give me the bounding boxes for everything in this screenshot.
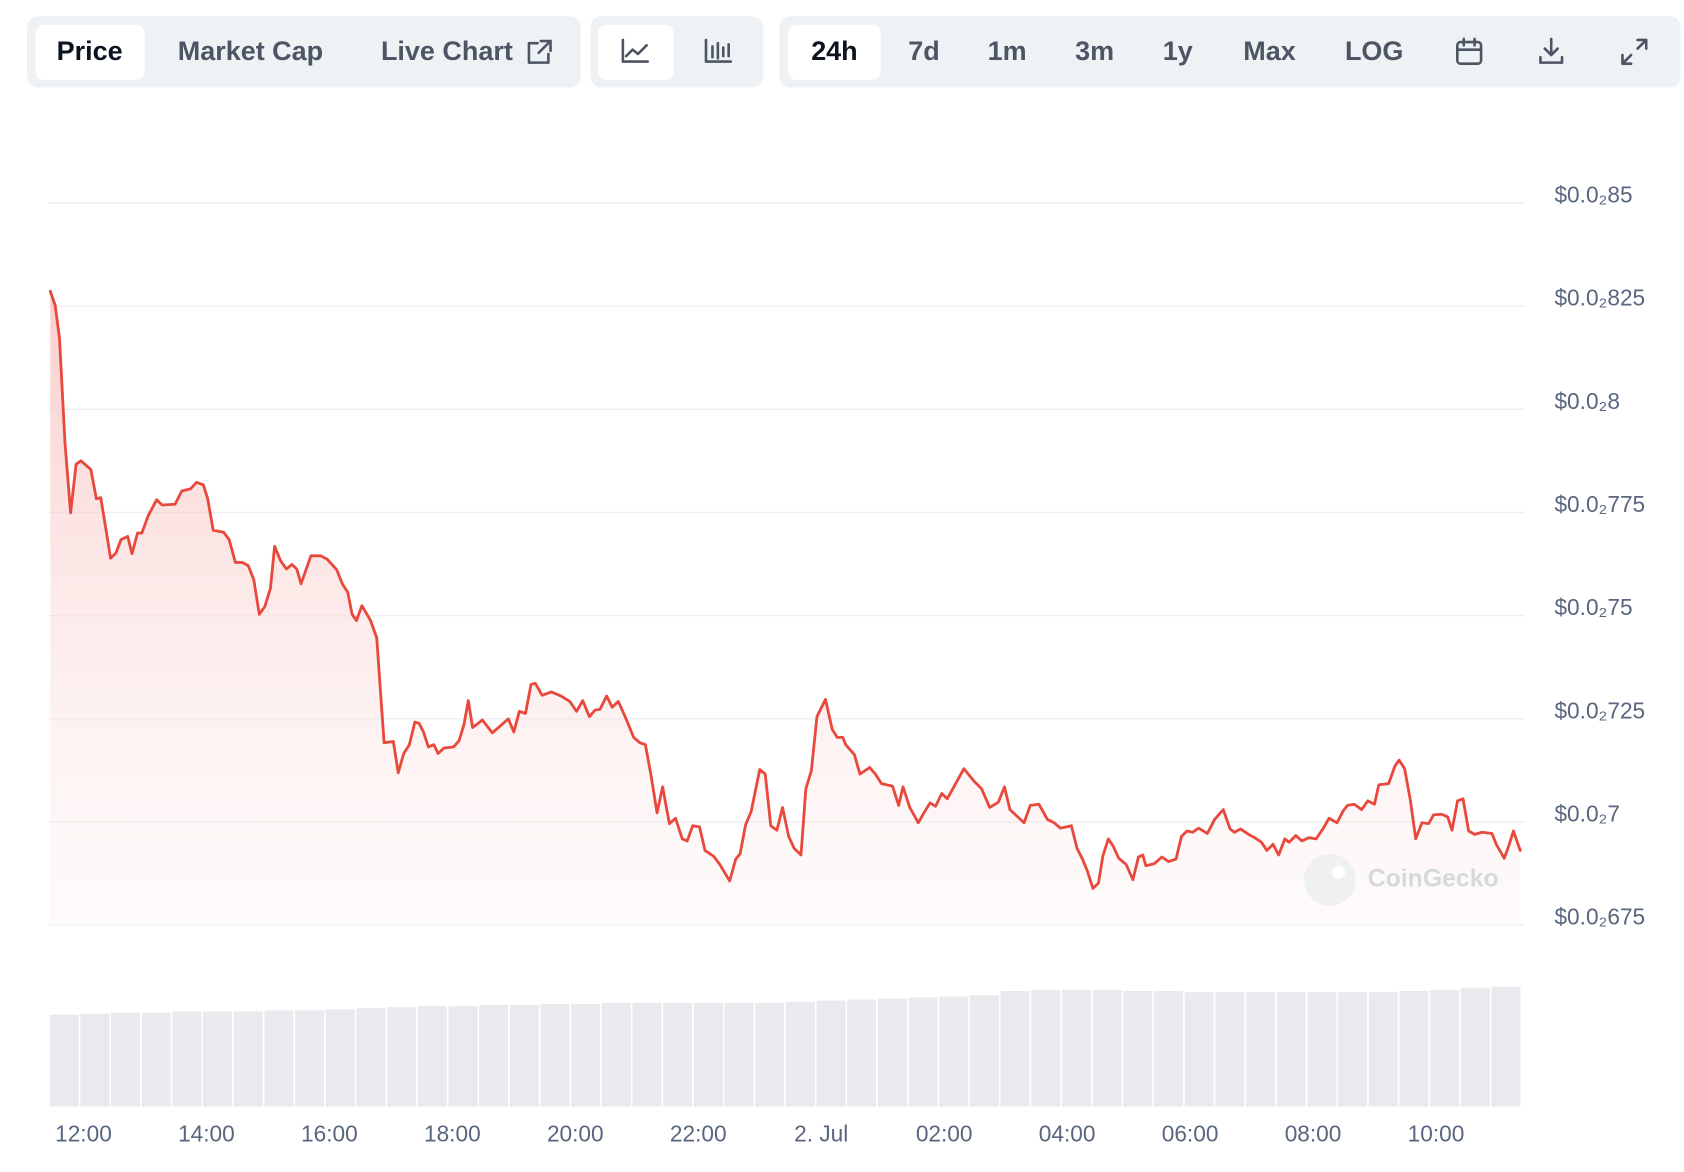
range-button[interactable]: 3m: [1075, 36, 1114, 66]
volume-bar: [1184, 992, 1214, 1107]
volume-bar: [1123, 990, 1153, 1107]
volume-bar: [387, 1007, 417, 1107]
watermark-text: CoinGecko: [1368, 865, 1499, 892]
active-tab-bg: [35, 24, 145, 80]
y-tick-label: $0.0₂85: [1554, 181, 1632, 207]
range-button[interactable]: 24h: [811, 36, 857, 66]
candlestick-icon[interactable]: [704, 38, 733, 63]
volume-bar: [172, 1011, 202, 1107]
volume-bar: [1399, 990, 1429, 1107]
volume-bar: [233, 1011, 263, 1107]
tab-group: [26, 16, 581, 88]
x-tick-label: 14:00: [178, 1121, 235, 1147]
volume-bar: [1061, 989, 1092, 1107]
x-tick-label: 10:00: [1408, 1121, 1465, 1147]
volume-bar: [111, 1012, 141, 1107]
volume-bar: [325, 1009, 355, 1107]
price-line: [48, 289, 1522, 890]
watermark-logo-eye: [1332, 865, 1346, 879]
volume-bar: [632, 1002, 662, 1107]
x-tick-label: 20:00: [547, 1121, 604, 1147]
volume-bar: [908, 997, 938, 1107]
x-tick-label: 16:00: [301, 1121, 358, 1147]
tab[interactable]: Live Chart: [381, 36, 513, 66]
volume-bar: [1307, 992, 1337, 1107]
tab[interactable]: Market Cap: [178, 36, 323, 66]
volume-bar: [80, 1013, 110, 1107]
range-button[interactable]: 7d: [908, 36, 939, 66]
download-icon[interactable]: [1539, 37, 1564, 64]
volume-bar: [663, 1002, 693, 1107]
y-tick-label: $0.0₂725: [1554, 697, 1645, 723]
volume-bar: [1430, 989, 1460, 1107]
volume-bar: [141, 1012, 171, 1107]
y-tick-label: $0.0₂8: [1554, 388, 1620, 414]
volume-bar: [1092, 989, 1122, 1107]
volume-bar: [1031, 989, 1061, 1107]
range-button[interactable]: Max: [1243, 36, 1295, 66]
fullscreen-icon[interactable]: [1621, 38, 1648, 65]
x-tick-label: 04:00: [1039, 1121, 1096, 1147]
volume-bar: [601, 1002, 631, 1107]
y-tick-label: $0.0₂75: [1554, 594, 1632, 620]
line-chart-icon: [621, 38, 649, 63]
volume-bar: [724, 1002, 754, 1107]
volume-bar: [939, 996, 969, 1107]
volume-bar: [203, 1011, 233, 1107]
watermark: CoinGecko: [1304, 853, 1499, 906]
x-tick-label: 18:00: [424, 1121, 481, 1147]
calendar-icon[interactable]: [1456, 37, 1483, 65]
volume-bar: [295, 1010, 325, 1107]
y-tick-label: $0.0₂7: [1554, 800, 1620, 826]
volume-bar: [1491, 986, 1521, 1107]
volume-bar: [1368, 992, 1398, 1107]
volume-bar: [1215, 992, 1245, 1107]
y-tick-label: $0.0₂775: [1554, 491, 1645, 517]
volume-bar: [479, 1005, 509, 1107]
x-tick-label: 22:00: [670, 1121, 727, 1147]
volume-bar: [1000, 990, 1030, 1107]
y-tick-label: $0.0₂675: [1554, 904, 1645, 930]
volume-bar: [49, 1014, 79, 1107]
volume-bar: [1338, 992, 1368, 1107]
volume-bar: [1276, 992, 1306, 1107]
price-area: [50, 291, 1521, 926]
x-tick-label: 2. Jul: [794, 1121, 848, 1147]
volume-bar: [1153, 990, 1184, 1107]
range-button[interactable]: 1m: [988, 36, 1027, 66]
volume-bar: [847, 999, 877, 1107]
volume-bar: [417, 1006, 447, 1107]
volume-bar: [571, 1003, 601, 1107]
volume-bar: [877, 998, 907, 1107]
plot: $0.0₂85 $0.0₂825 $0.0₂8 $0.0₂775 $0.0₂75 $0.0…: [47, 181, 1645, 1147]
volume-bar: [785, 1001, 815, 1107]
external-link-icon: [527, 39, 552, 64]
volume-bar: [755, 1002, 785, 1107]
volume-bar: [540, 1003, 570, 1107]
watermark-logo: [1304, 853, 1356, 906]
volume-bar: [1245, 992, 1276, 1107]
volume-bar: [264, 1010, 294, 1107]
x-tick-label: 12:00: [55, 1121, 112, 1147]
x-tick-label: 02:00: [916, 1121, 973, 1147]
range-button[interactable]: 1y: [1163, 36, 1193, 66]
volume-bar: [816, 1000, 846, 1107]
x-tick-label: 06:00: [1162, 1121, 1219, 1147]
volume-bar: [969, 995, 999, 1107]
volume-bar: [1460, 987, 1490, 1107]
volume-bar: [448, 1006, 478, 1107]
volume-bar: [693, 1002, 723, 1107]
volume-bar: [509, 1005, 539, 1107]
y-tick-label: $0.0₂825: [1554, 285, 1645, 311]
tab[interactable]: Price: [57, 36, 123, 66]
toolbar: Price Market Cap Live Chart 24h 7d 1m 3m…: [26, 16, 1681, 88]
log-button[interactable]: LOG: [1345, 36, 1403, 66]
x-tick-label: 08:00: [1285, 1121, 1342, 1147]
range-group: [779, 16, 1681, 88]
active-range-bg: [788, 24, 881, 80]
volume-bar: [356, 1008, 386, 1107]
